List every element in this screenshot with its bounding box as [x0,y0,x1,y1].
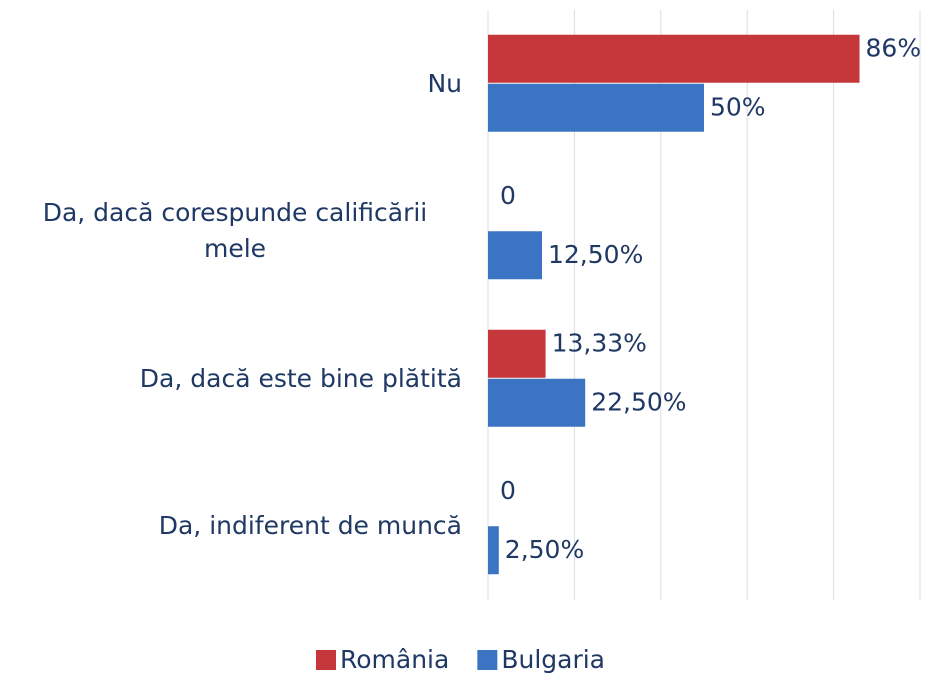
value-label: 50% [710,92,766,121]
value-label: 0 [500,476,516,505]
bar [488,34,860,83]
legend-label: Bulgaria [501,645,605,674]
value-label: 2,50% [505,535,584,564]
bar [488,83,704,132]
value-label: 13,33% [552,328,647,357]
bar [488,378,586,427]
value-label: 0 [500,181,516,210]
value-label: 22,50% [591,387,686,416]
category-label: Da, indiferent de muncă [158,511,462,541]
bar [488,231,542,280]
value-label: 86% [866,33,922,62]
bar [488,526,499,575]
category-label: Da, dacă este bine plătită [139,363,462,393]
bar [488,329,546,378]
legend-label: România [340,645,449,674]
category-label: Nu [427,68,462,98]
value-label: 12,50% [548,240,643,269]
legend-swatch [316,650,336,670]
legend-swatch [477,650,498,670]
category-label: Da, dacă corespunde calificării mele [42,198,428,264]
